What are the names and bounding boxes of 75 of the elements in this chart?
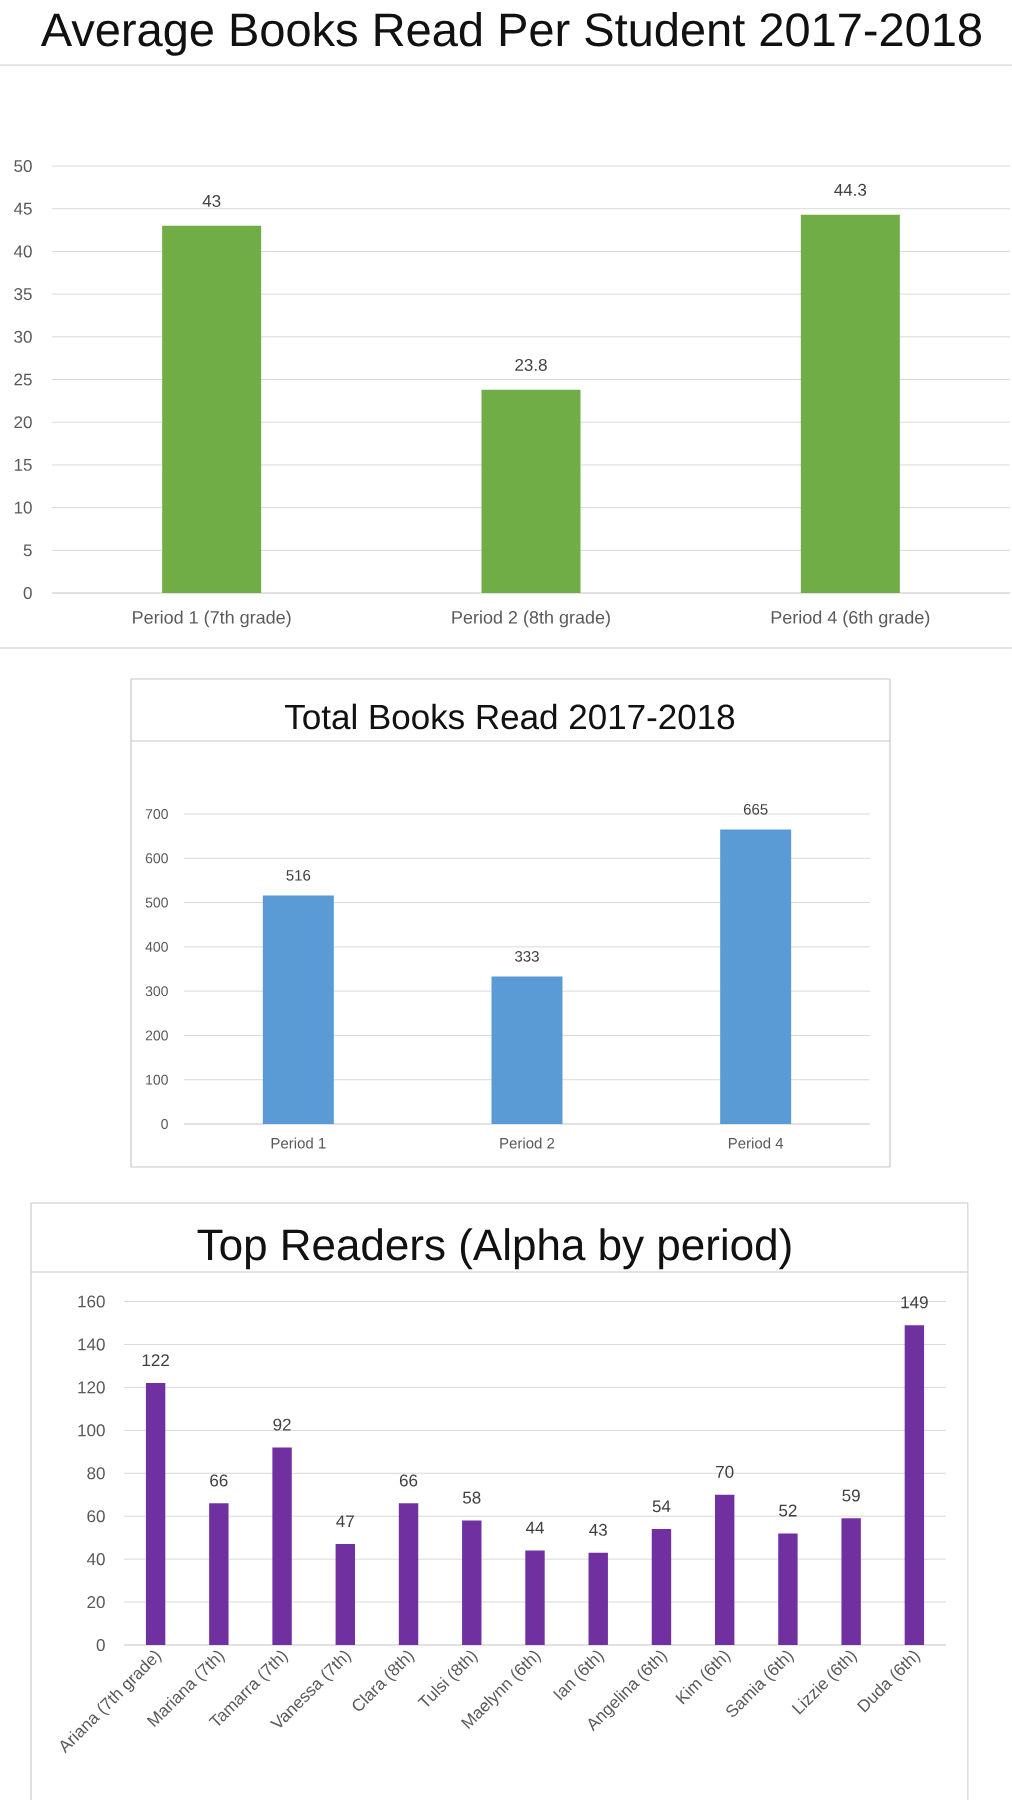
bar (481, 389, 581, 594)
y-tick-label: 60 (87, 1510, 105, 1523)
y-tick-label: 120 (78, 1381, 105, 1394)
x-tick-label: Period 2 (8th grade) (452, 610, 610, 628)
y-tick-label: 30 (14, 330, 32, 343)
y-tick-label: 100 (78, 1424, 105, 1437)
bar (651, 1529, 672, 1646)
y-tick-label: 15 (14, 458, 32, 471)
y-tick-label: 500 (145, 897, 168, 908)
x-tick-label: Period 1 (7th grade) (133, 610, 291, 628)
bar (262, 895, 334, 1125)
bar (720, 829, 792, 1125)
bar (714, 1494, 735, 1646)
y-tick-label: 300 (145, 986, 168, 997)
chart-title: Total Books Read 2017-2018 (285, 703, 735, 730)
chart-title: Top Readers (Alpha by period) (197, 1228, 791, 1270)
y-tick-label: 200 (145, 1030, 168, 1041)
bar (525, 1550, 545, 1646)
data-label: 66 (399, 1474, 418, 1487)
y-tick-label: 160 (78, 1295, 105, 1308)
y-tick-label: 600 (145, 853, 168, 864)
x-tick-label: Period 4 (728, 1137, 784, 1149)
bar (588, 1552, 608, 1646)
x-tick-label: Period 2 (500, 1137, 555, 1149)
y-tick-label: 0 (23, 586, 32, 600)
y-tick-label: 700 (145, 809, 168, 819)
y-tick-label: 20 (87, 1596, 105, 1609)
y-tick-label: 80 (87, 1467, 105, 1480)
x-tick-label: Period 1 (271, 1137, 326, 1149)
y-tick-label: 40 (86, 1553, 105, 1566)
data-label: 149 (901, 1296, 928, 1309)
y-tick-label: 35 (14, 288, 32, 301)
y-tick-label: 0 (161, 1119, 168, 1129)
y-tick-label: 100 (146, 1074, 168, 1085)
data-label: 70 (716, 1465, 734, 1478)
data-label: 44.3 (834, 183, 867, 196)
data-label: 43 (202, 194, 221, 207)
bar (209, 1503, 229, 1646)
x-tick-label: Period 4 (6th grade) (771, 610, 930, 628)
y-tick-label: 5 (23, 544, 32, 557)
y-tick-label: 400 (145, 941, 168, 952)
y-tick-label: 10 (14, 501, 32, 514)
bar (145, 1383, 166, 1646)
bar (841, 1518, 861, 1646)
y-tick-label: 20 (14, 416, 32, 429)
bar (398, 1503, 419, 1646)
data-label: 43 (589, 1523, 607, 1536)
bar (800, 214, 900, 594)
y-tick-label: 0 (96, 1638, 105, 1652)
data-label: 44 (525, 1521, 544, 1534)
bar (491, 976, 563, 1125)
data-label: 23.8 (515, 358, 547, 371)
data-label: 122 (142, 1354, 169, 1367)
data-label: 516 (286, 870, 311, 881)
y-tick-label: 40 (13, 245, 32, 258)
data-label: 52 (779, 1504, 797, 1517)
bar (162, 225, 262, 594)
data-label: 59 (842, 1489, 860, 1502)
data-label: 665 (743, 804, 768, 815)
data-label: 58 (462, 1491, 481, 1504)
bar (462, 1520, 482, 1646)
data-label: 92 (273, 1418, 291, 1431)
bar (272, 1447, 292, 1646)
y-tick-label: 25 (14, 373, 32, 386)
bar (904, 1325, 925, 1646)
data-label: 66 (210, 1474, 228, 1487)
y-tick-label: 50 (14, 160, 32, 173)
bar (335, 1544, 355, 1646)
y-tick-label: 45 (13, 202, 32, 215)
chart-title: Average Books Read Per Student 2017-2018 (40, 11, 982, 56)
bar (778, 1533, 798, 1646)
data-label: 54 (652, 1500, 671, 1513)
data-label: 47 (336, 1515, 354, 1528)
y-tick-label: 140 (78, 1338, 105, 1351)
data-label: 333 (515, 951, 539, 962)
